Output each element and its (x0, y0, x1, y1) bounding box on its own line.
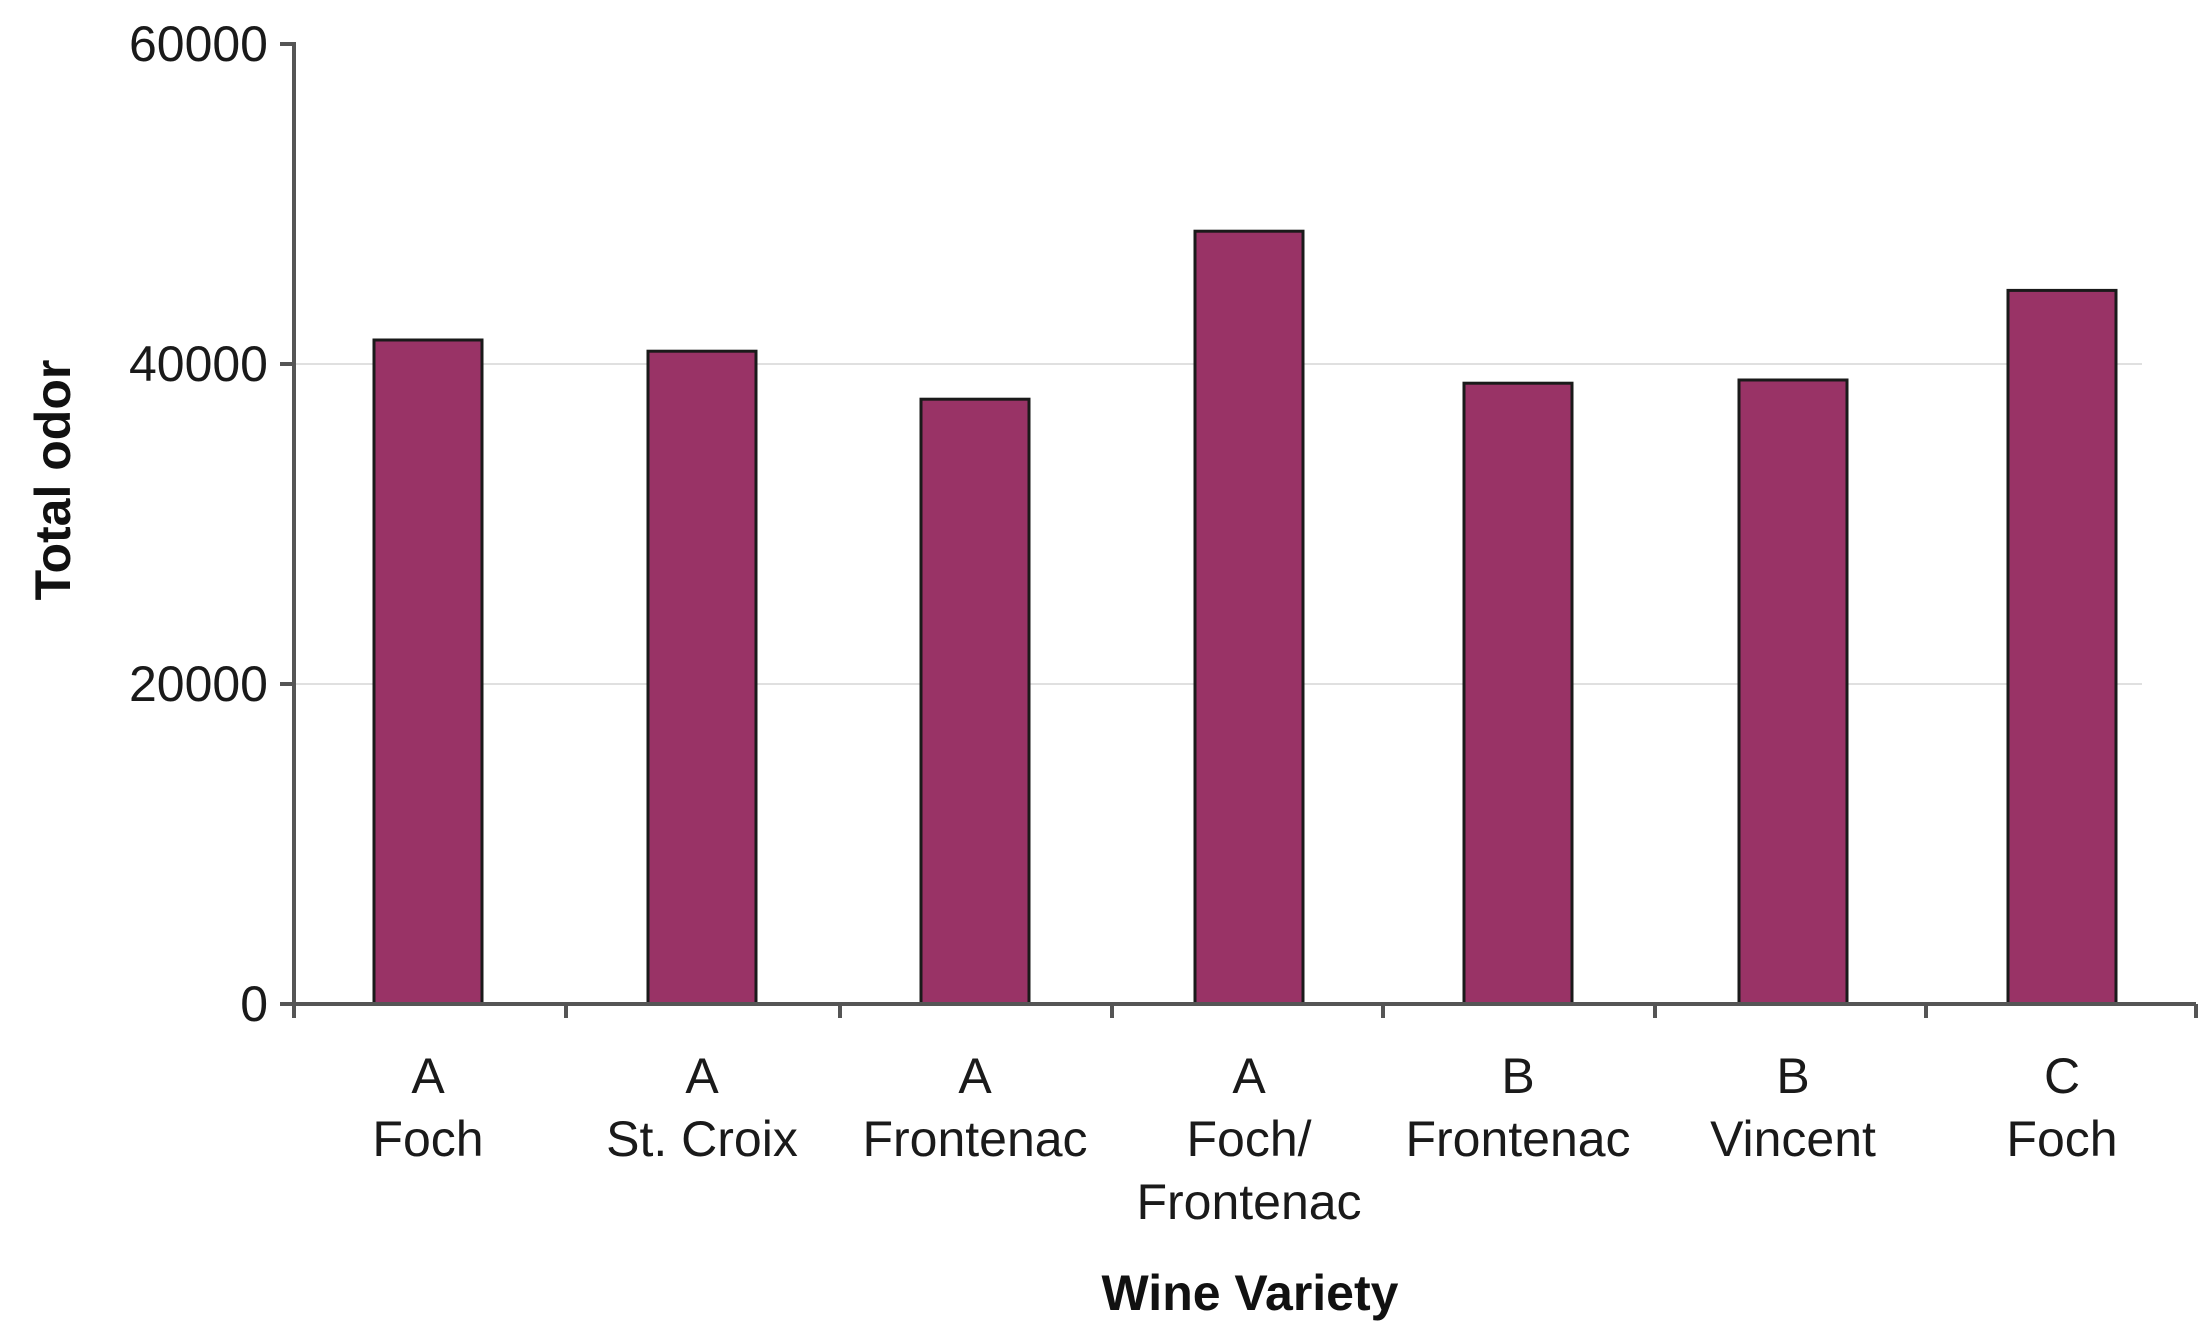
x-category-label-line: Frontenac (1136, 1174, 1361, 1230)
x-category-label: A Frontenac (862, 1048, 1087, 1167)
x-category-label: C Foch (2006, 1048, 2117, 1167)
x-category-label-line: A (685, 1048, 719, 1104)
x-category-labels: A Foch A St. Croix A Frontenac A Foch/Frontenac… (372, 1048, 2117, 1230)
x-category-label: A Foch/Frontenac (1136, 1048, 1361, 1230)
x-category-label-line: A (411, 1048, 445, 1104)
x-category-label-line: Foch (372, 1111, 483, 1167)
x-category-label-line: Frontenac (862, 1111, 1087, 1167)
bar (1737, 378, 1849, 1006)
bar (2006, 288, 2118, 1006)
x-category-label: A St. Croix (606, 1048, 798, 1167)
x-category-label-line: Frontenac (1405, 1111, 1630, 1167)
x-category-label-line: A (958, 1048, 992, 1104)
y-tick-label: 60000 (129, 16, 268, 72)
bar (646, 349, 758, 1006)
y-axis-title: Total odor (25, 360, 81, 601)
x-category-label-line: Foch (2006, 1111, 2117, 1167)
y-tick-label: 40000 (129, 336, 268, 392)
bar (372, 338, 484, 1006)
x-category-label: B Frontenac (1405, 1048, 1630, 1167)
y-tick-label: 20000 (129, 656, 268, 712)
y-tick-labels: 0 20000 40000 60000 (129, 16, 268, 1032)
bar (1193, 229, 1305, 1006)
x-category-label: B Vincent (1710, 1048, 1876, 1167)
bar (919, 397, 1031, 1006)
axes (280, 42, 2198, 1018)
x-category-label-line: C (2044, 1048, 2080, 1104)
x-category-label-line: Vincent (1710, 1111, 1876, 1167)
x-category-label-line: B (1776, 1048, 1809, 1104)
bars (372, 229, 2118, 1006)
y-tick-label: 0 (240, 976, 268, 1032)
bar (1462, 381, 1574, 1006)
x-category-label: A Foch (372, 1048, 483, 1167)
x-category-label-line: B (1501, 1048, 1534, 1104)
x-axis-title: Wine Variety (1102, 1265, 1399, 1321)
x-category-label-line: A (1232, 1048, 1266, 1104)
x-category-label-line: St. Croix (606, 1111, 798, 1167)
x-category-label-line: Foch/ (1186, 1111, 1311, 1167)
